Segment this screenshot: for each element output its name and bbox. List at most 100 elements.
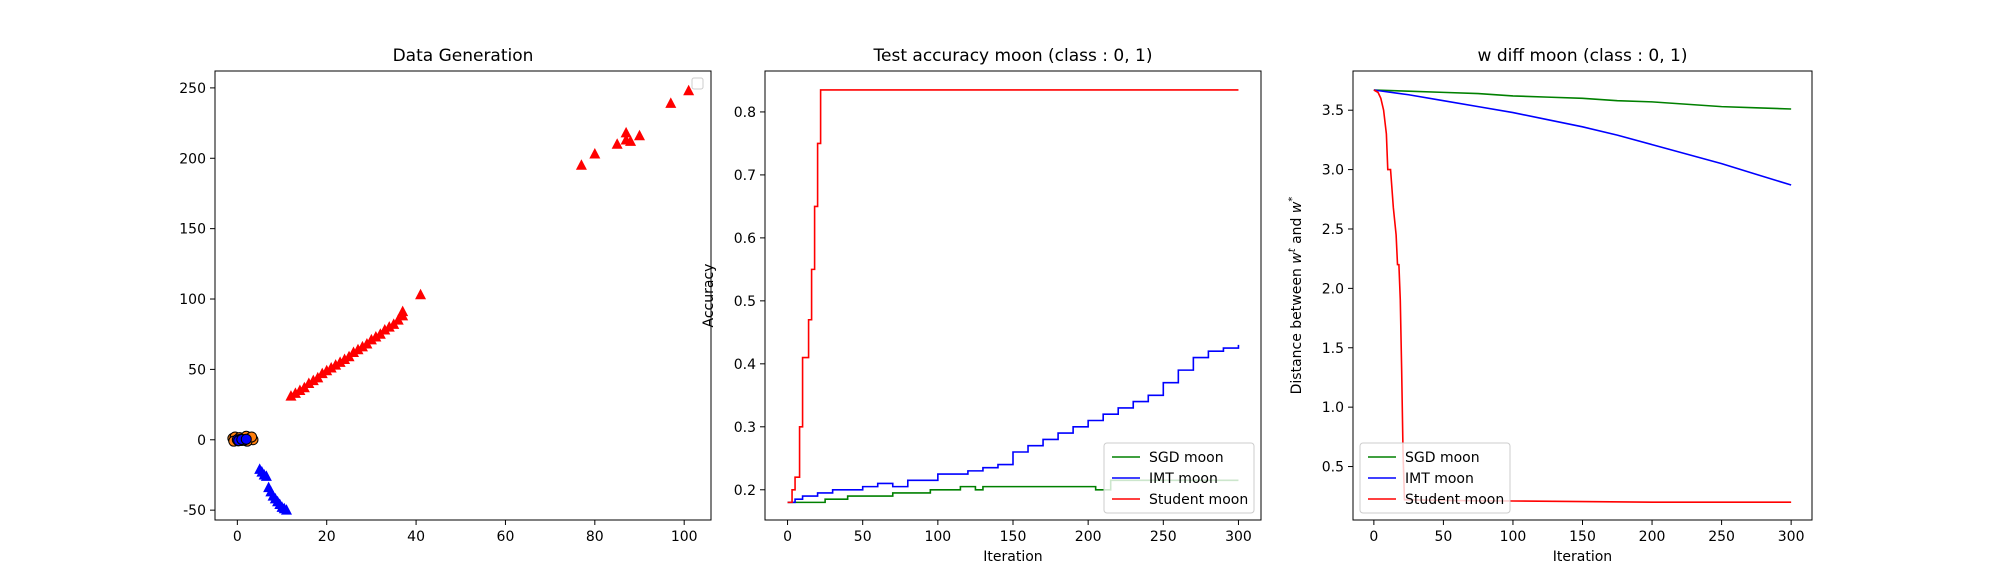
data-point — [634, 129, 646, 141]
data-point — [339, 353, 351, 365]
legend-label: Student moon — [1149, 492, 1248, 508]
y-tick-label: 3.5 — [1322, 103, 1344, 119]
data-point — [415, 288, 427, 300]
y-tick-label: 50 — [188, 362, 206, 378]
legend-label: SGD moon — [1149, 450, 1224, 466]
y-tick-label: 0.5 — [1322, 460, 1344, 476]
y-tick-label: 0.6 — [734, 231, 756, 247]
data-point — [620, 126, 632, 138]
plot-data — [227, 84, 695, 515]
data-point — [330, 359, 342, 370]
data-point — [348, 346, 360, 358]
x-tick-label: 100 — [924, 529, 951, 545]
data-point — [307, 374, 319, 386]
data-point — [397, 305, 409, 317]
subplot-1: Data Generation 0 20 40 60 80 100 -50 0 50 100 150 2… — [179, 46, 712, 545]
series-line-2 — [1373, 89, 1792, 186]
y-tick-label: 1.0 — [1322, 400, 1344, 416]
series-line-1 — [1373, 89, 1792, 110]
subplot-3: w diff moon (class : 0, 1) 0 50 100 150 200 25… — [1287, 46, 1813, 565]
chart-title: Test accuracy moon (class : 0, 1) — [873, 46, 1153, 66]
legend-box — [691, 77, 704, 90]
y-tick-label: 0 — [197, 433, 206, 449]
y-tick-label: 150 — [179, 222, 206, 238]
x-tick-label: 250 — [1150, 529, 1177, 545]
x-tick-label: 300 — [1778, 529, 1805, 545]
data-point — [575, 159, 587, 170]
legend-label: IMT moon — [1405, 471, 1474, 487]
data-point — [625, 135, 637, 146]
data-point — [352, 343, 364, 355]
legend-frame — [1359, 442, 1511, 514]
data-point — [321, 364, 333, 376]
x-tick-label: 250 — [1708, 529, 1735, 545]
data-point — [325, 361, 337, 373]
scatter-series-4 — [231, 433, 252, 447]
subplot-2: Test accuracy moon (class : 0, 1) 0 50 100 1… — [701, 46, 1262, 565]
y-tick-label: 200 — [179, 151, 206, 167]
series-line-3 — [1373, 89, 1792, 503]
x-tick-label: 80 — [586, 529, 604, 545]
legend-label: Student moon — [1405, 492, 1504, 508]
plot-data — [787, 89, 1240, 504]
plot-data — [1373, 89, 1792, 503]
scatter-series-1 — [285, 84, 695, 401]
data-point — [289, 387, 301, 398]
x-tick-label: 0 — [1369, 529, 1378, 545]
data-point — [383, 321, 395, 332]
data-point — [370, 331, 382, 342]
y-tick-label: 250 — [179, 81, 206, 97]
data-point — [285, 390, 297, 401]
x-tick-label: 0 — [233, 529, 242, 545]
x-tick-label: 200 — [1075, 529, 1102, 545]
y-tick-label: -50 — [183, 503, 206, 519]
axes-frame — [764, 70, 1262, 521]
y-tick-label: 0.5 — [734, 294, 756, 310]
data-point — [379, 323, 391, 335]
legend-frame — [1103, 442, 1255, 514]
y-axis-label-part: w — [1289, 201, 1305, 213]
y-tick-label: 0.8 — [734, 105, 756, 121]
data-point — [665, 97, 677, 108]
legend-label: SGD moon — [1405, 450, 1480, 466]
x-tick-label: 50 — [1434, 529, 1452, 545]
x-tick-label: 300 — [1225, 529, 1252, 545]
data-point — [280, 504, 292, 515]
scatter-series-2 — [254, 463, 292, 515]
y-axis-label-part: * — [1287, 197, 1298, 202]
x-tick-label: 50 — [854, 529, 872, 545]
chart-title: Data Generation — [393, 46, 534, 66]
x-tick-label: 60 — [497, 529, 515, 545]
x-tick-label: 20 — [318, 529, 336, 545]
x-tick-label: 150 — [1000, 529, 1027, 545]
axes-frame — [1352, 70, 1813, 521]
legend-label: IMT moon — [1149, 471, 1218, 487]
y-axis-label-part: w — [1289, 252, 1305, 264]
y-tick-label: 100 — [179, 292, 206, 308]
data-point — [334, 356, 346, 367]
data-point — [294, 384, 306, 396]
axes-frame — [214, 70, 712, 521]
x-tick-label: 200 — [1639, 529, 1666, 545]
y-tick-label: 3.0 — [1322, 163, 1344, 179]
data-point — [356, 340, 368, 352]
data-point — [611, 138, 623, 149]
y-axis-label-part: t — [1287, 247, 1298, 252]
data-point — [316, 367, 328, 379]
x-tick-label: 0 — [783, 529, 792, 545]
data-point — [365, 333, 377, 345]
y-tick-label: 2.0 — [1322, 281, 1344, 297]
data-point — [260, 470, 272, 481]
x-tick-label: 40 — [407, 529, 425, 545]
data-point — [683, 84, 695, 96]
data-point — [589, 148, 601, 159]
y-tick-label: 0.7 — [734, 168, 756, 184]
y-axis-label: Accuracy — [701, 264, 717, 328]
series-line-2 — [787, 344, 1240, 504]
data-point — [303, 377, 315, 388]
data-point — [240, 433, 252, 445]
y-axis-label-part: Distance between — [1289, 264, 1305, 395]
y-tick-label: 2.5 — [1322, 222, 1344, 238]
legend: SGD moon IMT moon Student moon — [1359, 442, 1511, 514]
